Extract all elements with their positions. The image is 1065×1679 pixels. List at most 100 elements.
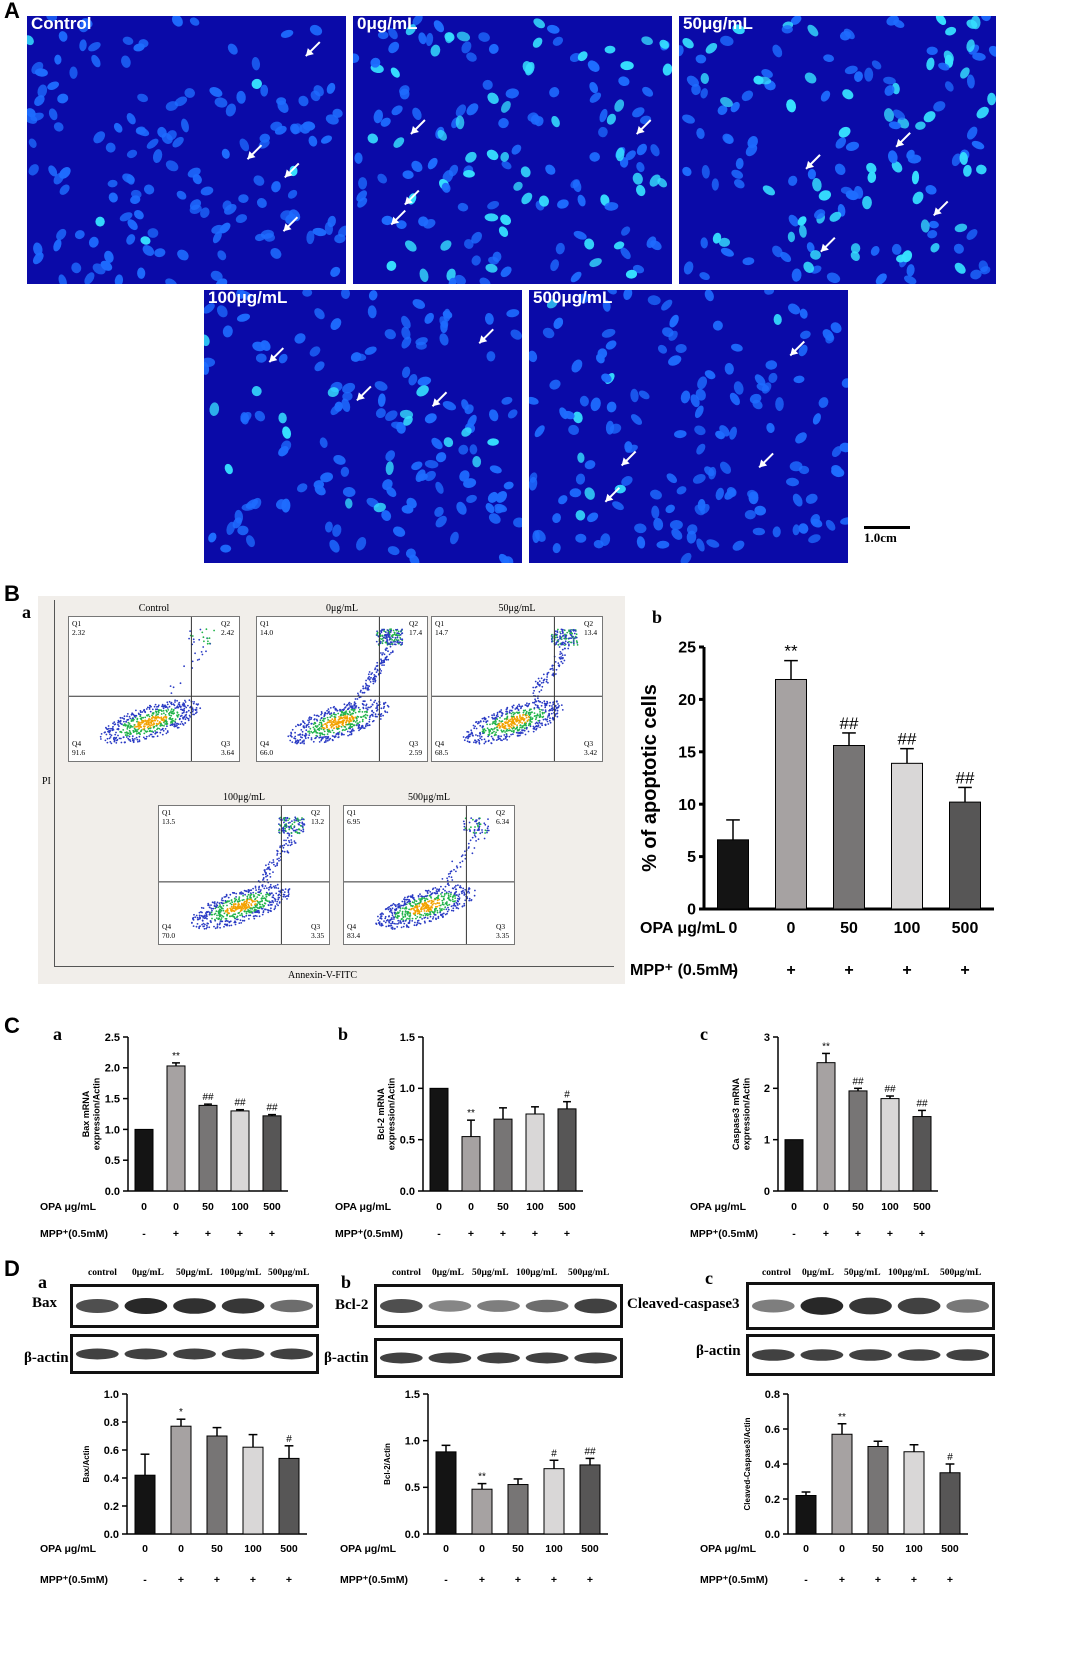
cell-nucleus [757,76,772,85]
mpp-row-label: MPP⁺(0.5mM) [690,1228,758,1240]
cell-nucleus [219,222,231,234]
cell-nucleus [341,398,351,413]
cell-nucleus [27,35,34,46]
bar [166,1065,186,1192]
cell-nucleus [28,138,37,148]
cell-nucleus [251,386,262,397]
mpp-sign: + [205,1228,211,1240]
cell-nucleus [951,153,962,167]
cell-nucleus [256,198,267,208]
cell-nucleus [56,228,67,241]
cell-nucleus [143,184,155,195]
cell-nucleus [424,470,436,482]
flow-y-axis-line [54,600,55,966]
protein-label-actin-b: β-actin [324,1350,369,1366]
protein-label-actin-c: β-actin [696,1343,741,1359]
cell-nucleus [464,239,474,249]
cell-nucleus [165,101,179,111]
cell-nucleus [606,401,617,413]
cell-nucleus [107,179,118,188]
cell-nucleus [830,322,842,334]
cell-nucleus [500,151,509,162]
cell-nucleus [808,534,821,544]
cell-nucleus [834,163,846,175]
cell-nucleus [680,552,692,563]
cell-nucleus [88,42,101,52]
cell-nucleus [427,157,438,170]
cell-nucleus [686,530,697,544]
cell-nucleus [172,136,184,148]
cell-nucleus [487,438,499,446]
cell-nucleus [812,413,821,425]
panel-label-b: B [4,581,20,606]
cell-nucleus [799,308,808,319]
y-tick-label: 1.5 [405,1389,420,1401]
cell-nucleus [960,67,970,79]
cell-nucleus [439,333,449,346]
blot-group-bax: control 0μg/mL 50μg/mL 100μg/mL 500μg/mL [70,1264,320,1384]
dose-label: 0 [729,920,738,937]
dose-label: 100 [526,1201,544,1213]
arrow-icon [282,216,299,232]
cell-nucleus [682,166,692,177]
cell-nucleus [605,340,617,350]
cell-nucleus [236,313,251,322]
cell-nucleus [705,42,718,54]
cell-nucleus [810,250,821,260]
cell-nucleus [507,409,518,419]
cell-nucleus [342,391,353,401]
error-bar [441,1444,451,1452]
cell-nucleus [717,105,728,116]
cell-nucleus [695,54,707,64]
cell-nucleus [735,158,744,170]
cell-nucleus [720,35,734,47]
significance-label: ** [172,1051,180,1062]
cell-nucleus [807,169,817,180]
cell-nucleus [976,164,987,175]
cell-nucleus [549,87,560,98]
bar [543,1468,565,1535]
cell-nucleus [332,524,342,537]
cell-nucleus [604,45,616,54]
bar [493,1118,513,1192]
cell-nucleus [765,360,778,370]
bar [795,1495,817,1535]
cell-nucleus [353,53,360,63]
blot-band [897,1349,941,1361]
cell-nucleus [632,172,643,185]
cell-nucleus [786,99,797,113]
cell-nucleus [584,487,595,500]
blot-band [849,1349,892,1361]
mpp-sign: + [786,962,795,979]
y-tick-label: 2.0 [105,1063,120,1075]
cell-nucleus [448,164,459,177]
arrow-icon [805,154,821,170]
cell-nucleus [33,242,43,256]
cell-nucleus [500,266,512,278]
cell-nucleus [506,309,520,318]
y-tick-label: 0 [764,1186,770,1198]
cell-nucleus [184,88,195,98]
bar [816,1062,836,1192]
cell-nucleus [28,164,39,176]
cell-nucleus [811,518,823,528]
arrow-icon [895,132,911,148]
cell-nucleus [662,63,672,76]
cell-nucleus [210,270,223,282]
significance-label: ## [840,714,859,733]
cell-nucleus [814,209,826,220]
bar [717,839,749,910]
flow-plot-title: 50μg/mL [498,603,536,614]
micrograph-50ug: 50μg/mL [679,16,996,284]
cell-nucleus [146,138,159,149]
cell-nucleus [314,361,325,372]
y-tick-label: 0.0 [105,1186,120,1198]
cell-nucleus [641,36,653,46]
cell-nucleus [741,90,754,102]
cell-nucleus [845,190,859,201]
dose-label: 500 [913,1201,931,1213]
error-bar [477,1482,487,1490]
y-tick-label: 0.2 [765,1494,780,1506]
cell-nucleus [691,83,701,96]
cell-nucleus [683,261,694,275]
